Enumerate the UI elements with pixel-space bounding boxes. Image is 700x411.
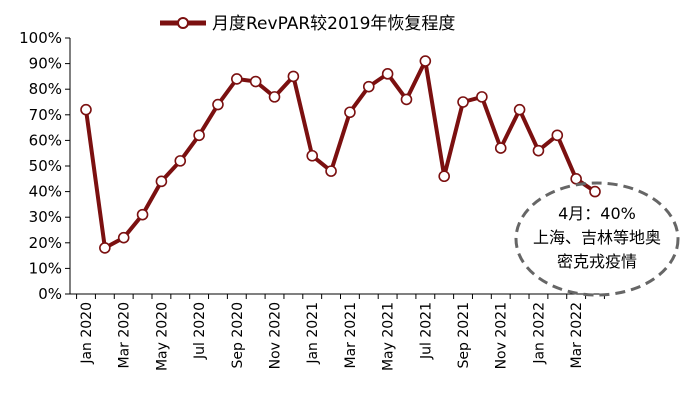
series-line [80, 55, 601, 254]
data-point [438, 170, 450, 183]
series-polyline [84, 59, 597, 250]
annotation-line-1: 4月：40% [558, 204, 636, 223]
x-tick-label: Jul 2021 [418, 302, 434, 360]
x-tick-label: Mar 2020 [117, 302, 133, 369]
x-tick-label: May 2021 [381, 302, 397, 371]
y-tick-label: 50% [29, 157, 62, 175]
annotation-ellipse [514, 181, 680, 297]
legend-label: 月度RevPAR较2019年恢复程度 [212, 14, 455, 34]
data-point [268, 91, 281, 103]
x-tick-label: Mar 2022 [569, 302, 585, 369]
data-point [99, 242, 111, 254]
data-point [570, 173, 582, 185]
y-tick-label: 0% [38, 285, 62, 303]
y-axis-ticks: 0% 10% 20% 30% 40% 50% 60% 70% 80% 90% 100% [19, 29, 70, 303]
y-tick-label: 100% [19, 29, 62, 47]
legend: 月度RevPAR较2019年恢复程度 [160, 14, 455, 34]
data-point [155, 175, 168, 188]
x-tick-label: Mar 2021 [343, 302, 359, 369]
y-tick-label: 30% [29, 208, 62, 226]
data-point [193, 129, 205, 142]
axes [69, 38, 605, 295]
x-tick-label: Nov 2020 [268, 302, 284, 369]
data-point [287, 70, 300, 83]
legend-marker [177, 17, 189, 29]
x-tick-label: Jan 2022 [531, 302, 547, 365]
x-tick-label: Nov 2021 [494, 302, 510, 369]
data-point [381, 68, 394, 80]
data-point [80, 103, 92, 116]
data-point [494, 142, 507, 154]
x-axis-ticks: Jan 2020 Mar 2020 May 2020 Jul 2020 Sep 2020… [76, 294, 605, 371]
data-point [457, 96, 469, 108]
x-tick-label: Sep 2021 [456, 302, 472, 368]
x-tick-label: Jan 2020 [79, 302, 95, 365]
y-tick-label: 80% [29, 80, 62, 98]
data-point [513, 103, 526, 116]
annotation-line-3: 密克戎疫情 [557, 252, 637, 271]
data-point [589, 185, 601, 198]
x-tick-label: Jan 2021 [305, 302, 321, 365]
data-point [551, 129, 564, 142]
data-point [231, 73, 243, 85]
data-point [325, 165, 337, 177]
data-point [532, 144, 545, 157]
x-tick-label: Jul 2020 [192, 302, 208, 360]
data-point [344, 106, 356, 119]
x-tick-label: Sep 2020 [230, 302, 246, 368]
y-tick-label: 60% [29, 131, 62, 149]
data-point [400, 93, 413, 106]
y-tick-label: 40% [29, 183, 62, 201]
data-point [212, 98, 224, 111]
x-tick-label: May 2020 [154, 302, 170, 371]
y-tick-label: 20% [29, 234, 62, 252]
data-point [476, 91, 488, 103]
data-point [136, 208, 149, 221]
annotation-line-2: 上海、吉林等地奥 [533, 228, 661, 247]
y-tick-label: 70% [29, 106, 62, 124]
data-point [117, 231, 130, 244]
data-point [174, 155, 187, 167]
data-point [362, 80, 375, 93]
y-tick-label: 90% [29, 55, 62, 73]
data-point [419, 55, 432, 67]
annotation: 4月：40% 上海、吉林等地奥 密克戎疫情 [514, 181, 680, 297]
y-tick-label: 10% [29, 259, 62, 277]
data-point [249, 75, 262, 88]
data-point [306, 149, 319, 162]
